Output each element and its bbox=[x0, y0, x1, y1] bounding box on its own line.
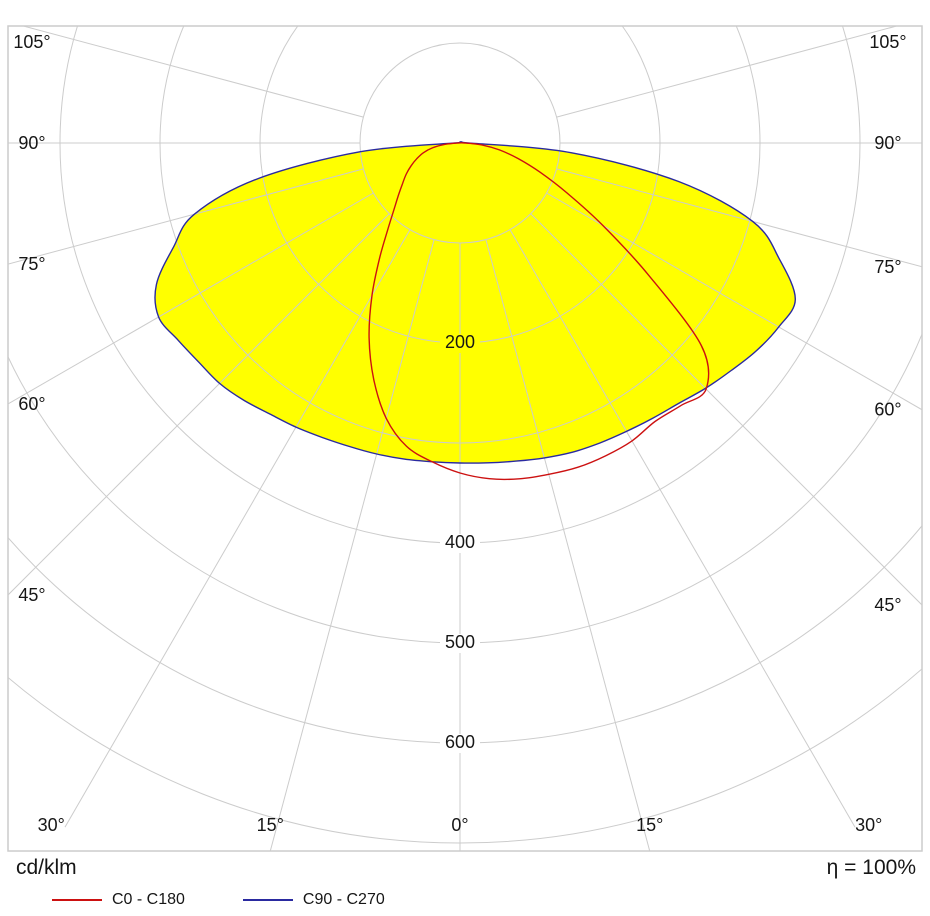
legend-label-c90-c270: C90 - C270 bbox=[302, 891, 385, 908]
angle-label: 15° bbox=[257, 815, 284, 835]
ring-label-bg bbox=[440, 534, 480, 553]
ring-label: 600 bbox=[445, 732, 475, 752]
angle-label: 30° bbox=[855, 815, 882, 835]
ring-label: 200 bbox=[445, 332, 475, 352]
units-label: cd/klm bbox=[16, 856, 77, 879]
plot-border bbox=[7, 25, 923, 852]
angle-label: 15° bbox=[636, 815, 663, 835]
c0-c180-line-swatch bbox=[52, 899, 102, 901]
grid-ray bbox=[556, 168, 922, 268]
angle-label: 30° bbox=[38, 815, 65, 835]
polar-chart-canvas: 200 400 500 600 0° 15° 15° 30° 30° 45° 45° 60° 60° 75… bbox=[7, 25, 923, 852]
ring-label-bg bbox=[440, 734, 480, 753]
angle-label: 75° bbox=[874, 257, 901, 277]
angle-label: 90° bbox=[18, 133, 45, 153]
angle-label: 0° bbox=[451, 815, 468, 835]
legend-item-c90-c270: C90 - C270 bbox=[242, 891, 385, 909]
grid-ray bbox=[8, 192, 374, 405]
grid-ray bbox=[530, 213, 922, 606]
angle-label: 60° bbox=[874, 400, 901, 420]
plot-area bbox=[8, 26, 922, 851]
grid-ray bbox=[485, 239, 651, 851]
c90-c270-curve bbox=[154, 141, 797, 464]
ring-label: 500 bbox=[445, 632, 475, 652]
c90-c270-line-swatch bbox=[242, 899, 293, 901]
grid-ray bbox=[8, 168, 364, 265]
legend-item-c0-c180: C0 - C180 bbox=[52, 891, 185, 909]
angle-label: 45° bbox=[874, 595, 901, 615]
ring-label: 400 bbox=[445, 532, 475, 552]
angle-label: 60° bbox=[18, 394, 45, 414]
grid-ray bbox=[556, 26, 899, 118]
angle-label: 90° bbox=[874, 133, 901, 153]
angle-label: 105° bbox=[13, 32, 50, 52]
c90-c270-filled-region bbox=[155, 141, 796, 464]
ring-label-bg bbox=[440, 334, 480, 353]
angle-label: 45° bbox=[18, 585, 45, 605]
angle-label: 75° bbox=[18, 254, 45, 274]
grid-ray bbox=[64, 229, 411, 828]
grid-ray bbox=[546, 192, 922, 411]
grid-ray bbox=[509, 229, 856, 828]
ring-label-bg bbox=[440, 634, 480, 653]
grid-ray bbox=[21, 26, 364, 118]
grid-ray bbox=[8, 213, 390, 596]
angle-label: 105° bbox=[869, 32, 906, 52]
grid-ray bbox=[269, 239, 435, 851]
c0-c180-curve bbox=[368, 142, 710, 481]
legend-label-c0-c180: C0 - C180 bbox=[112, 891, 185, 908]
efficiency-label: η = 100% bbox=[826, 856, 916, 879]
legend: C0 - C180 C90 - C270 bbox=[52, 891, 385, 909]
